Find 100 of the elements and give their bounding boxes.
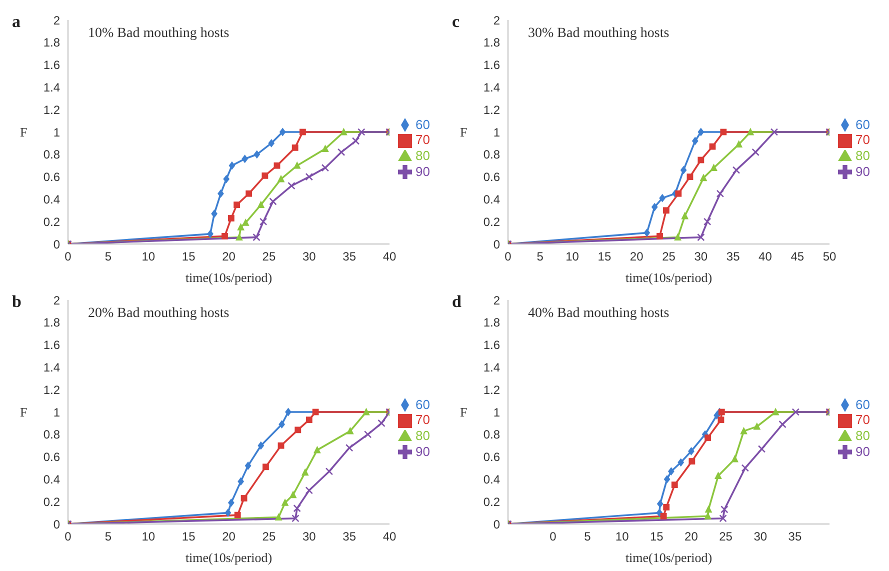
y-tick-label: 0 <box>53 517 60 532</box>
point <box>772 408 780 416</box>
x-tick-label: 15 <box>182 250 196 264</box>
point <box>269 198 277 206</box>
point <box>671 482 678 488</box>
point <box>714 472 722 480</box>
y-tick-label: 0.6 <box>43 450 60 464</box>
x-axis-title: time(10s/period) <box>185 550 272 565</box>
y-tick-label: 1.2 <box>43 102 60 117</box>
point <box>321 164 330 172</box>
x-tick-label: 30 <box>754 530 768 544</box>
legend-label: 90 <box>416 444 430 459</box>
y-tick-label: 0.4 <box>483 472 500 486</box>
point <box>312 408 319 416</box>
point <box>778 420 786 428</box>
x-tick-label: 0 <box>64 530 72 544</box>
point <box>242 154 248 164</box>
point <box>644 228 650 237</box>
point <box>236 233 243 240</box>
point <box>325 468 334 476</box>
point <box>692 136 698 146</box>
y-tick-label: 1 <box>53 125 60 140</box>
x-tick-label: 0 <box>64 250 72 264</box>
point <box>228 161 236 170</box>
y-tick-label: 1.8 <box>43 316 60 330</box>
point <box>257 200 265 208</box>
point <box>732 166 740 174</box>
point <box>710 164 718 172</box>
y-tick-label: 2 <box>53 293 60 308</box>
x-tick-label: 30 <box>302 530 316 544</box>
x-tick-label: 25 <box>262 530 276 544</box>
legend-label: 70 <box>416 132 430 148</box>
y-tick-label: 1 <box>53 405 60 420</box>
point <box>688 458 696 464</box>
x-axis-title: time(10s/period) <box>185 270 272 285</box>
point <box>238 477 244 486</box>
y-tick-label: 1.6 <box>483 338 500 352</box>
point <box>300 128 306 136</box>
legend-label: 80 <box>856 148 870 163</box>
point <box>244 462 252 470</box>
legend-label: 60 <box>856 116 870 132</box>
point <box>288 182 296 190</box>
y-tick-label: 1.2 <box>483 382 500 397</box>
y-tick-label: 0 <box>53 237 60 252</box>
point <box>228 215 234 222</box>
point <box>660 512 667 520</box>
point <box>279 128 286 136</box>
y-tick-label: 0.4 <box>43 192 60 206</box>
y-tick-label: 0.8 <box>43 428 60 442</box>
point <box>211 210 218 218</box>
point <box>228 498 234 507</box>
x-tick-label: 10 <box>142 530 156 544</box>
point <box>234 202 240 208</box>
y-tick-label: 2 <box>493 13 500 28</box>
y-tick-label: 1 <box>493 405 500 420</box>
x-axis-title: time(10s/period) <box>625 270 712 285</box>
y-tick-label: 0 <box>493 517 500 532</box>
point <box>262 464 269 470</box>
x-tick-label: 5 <box>536 250 544 264</box>
point <box>731 454 738 462</box>
point <box>651 202 658 212</box>
point <box>700 174 708 182</box>
point <box>246 190 252 197</box>
y-tick-label: 1.4 <box>483 360 500 374</box>
point <box>289 490 297 498</box>
point <box>659 194 666 202</box>
chart-title: 10% Bad mouthing hosts <box>88 26 230 42</box>
y-tick-label: 2 <box>493 293 500 308</box>
x-tick-label: 30 <box>302 250 316 264</box>
point <box>352 137 360 145</box>
point <box>252 233 260 242</box>
y-tick-label: 1.6 <box>43 58 60 72</box>
y-tick-label: 2 <box>53 13 60 28</box>
point <box>259 218 268 226</box>
x-tick-label: 35 <box>342 250 356 264</box>
text: b <box>12 292 22 312</box>
text: d <box>452 292 462 312</box>
chart-title: 30% Bad mouthing hosts <box>528 26 670 42</box>
legend-label: 70 <box>856 132 870 148</box>
point <box>278 442 284 449</box>
x-tick-label: 20 <box>222 250 236 264</box>
y-tick-label: 0.8 <box>43 148 60 162</box>
point <box>322 144 329 152</box>
point <box>656 232 663 240</box>
legend-label: 80 <box>856 428 870 443</box>
chart-title: 20% Bad mouthing hosts <box>88 306 230 322</box>
y-tick-label: 1.8 <box>43 36 60 50</box>
point <box>262 172 268 179</box>
point <box>662 207 670 214</box>
x-tick-label: 20 <box>630 250 644 264</box>
point <box>285 408 292 416</box>
point <box>240 495 248 502</box>
point <box>293 161 301 169</box>
y-tick-label: 0.2 <box>43 214 60 229</box>
legend-label: 60 <box>856 396 870 412</box>
point <box>668 467 674 476</box>
x-tick-label: 25 <box>662 250 676 264</box>
y-tick-label: 1.8 <box>483 36 500 50</box>
x-tick-label: 40 <box>758 250 772 264</box>
x-tick-label: 45 <box>790 250 804 264</box>
